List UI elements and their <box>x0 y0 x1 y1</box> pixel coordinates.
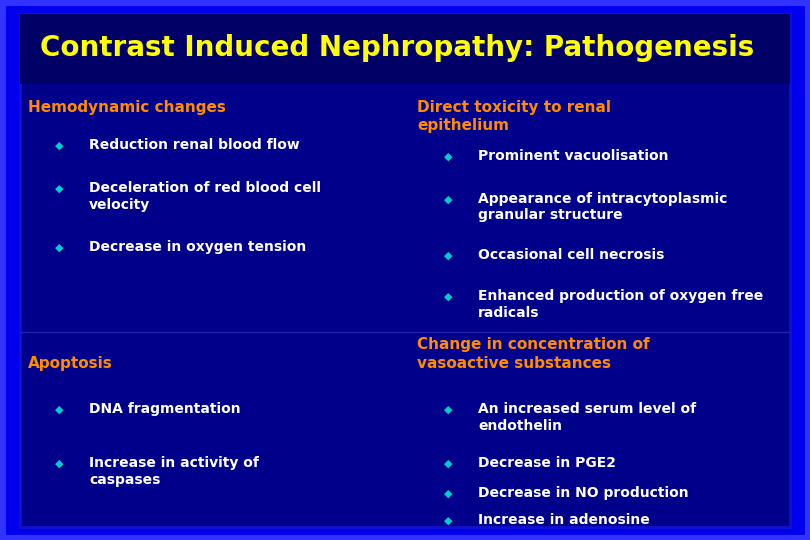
Text: Decrease in PGE2: Decrease in PGE2 <box>478 456 616 470</box>
Text: Apoptosis: Apoptosis <box>28 356 113 372</box>
Text: Direct toxicity to renal
epithelium: Direct toxicity to renal epithelium <box>417 100 612 133</box>
Text: Occasional cell necrosis: Occasional cell necrosis <box>478 248 664 262</box>
Text: ◆: ◆ <box>444 151 452 161</box>
Text: Decrease in oxygen tension: Decrease in oxygen tension <box>89 240 306 254</box>
Text: Prominent vacuolisation: Prominent vacuolisation <box>478 148 668 163</box>
Text: Enhanced production of oxygen free
radicals: Enhanced production of oxygen free radic… <box>478 289 763 320</box>
Text: Change in concentration of
vasoactive substances: Change in concentration of vasoactive su… <box>417 338 650 370</box>
Text: ◆: ◆ <box>444 516 452 526</box>
Text: An increased serum level of
endothelin: An increased serum level of endothelin <box>478 402 696 433</box>
Text: ◆: ◆ <box>444 405 452 415</box>
Text: ◆: ◆ <box>55 459 63 469</box>
Text: ◆: ◆ <box>55 140 63 151</box>
Text: Deceleration of red blood cell
velocity: Deceleration of red blood cell velocity <box>89 181 321 212</box>
Text: ◆: ◆ <box>444 292 452 302</box>
Text: ◆: ◆ <box>444 251 452 261</box>
Text: Appearance of intracytoplasmic
granular structure: Appearance of intracytoplasmic granular … <box>478 192 727 222</box>
Text: Contrast Induced Nephropathy: Pathogenesis: Contrast Induced Nephropathy: Pathogenes… <box>40 33 755 62</box>
Text: Hemodynamic changes: Hemodynamic changes <box>28 100 226 115</box>
Text: ◆: ◆ <box>55 405 63 415</box>
Text: Reduction renal blood flow: Reduction renal blood flow <box>89 138 300 152</box>
Text: Decrease in NO production: Decrease in NO production <box>478 486 688 500</box>
Text: ◆: ◆ <box>444 194 452 205</box>
Text: ◆: ◆ <box>55 184 63 194</box>
Text: Increase in activity of
caspases: Increase in activity of caspases <box>89 456 259 487</box>
Text: ◆: ◆ <box>444 489 452 499</box>
FancyBboxPatch shape <box>20 14 790 84</box>
Text: DNA fragmentation: DNA fragmentation <box>89 402 241 416</box>
Text: Increase in adenosine: Increase in adenosine <box>478 513 650 527</box>
FancyBboxPatch shape <box>20 14 790 526</box>
Text: ◆: ◆ <box>55 243 63 253</box>
Text: ◆: ◆ <box>444 459 452 469</box>
